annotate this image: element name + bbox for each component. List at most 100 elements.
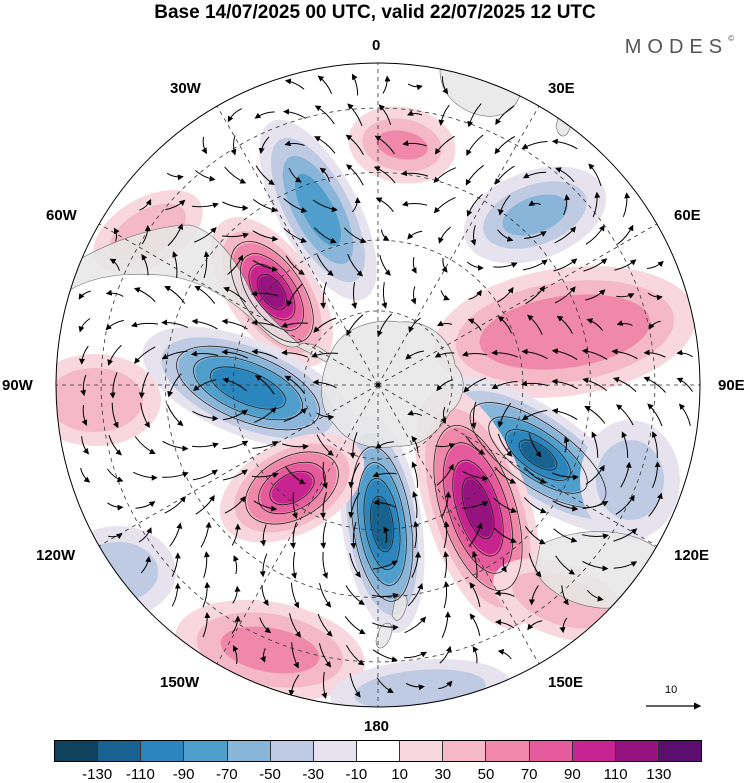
- wind-arrow: [283, 227, 308, 244]
- wind-arrow: [494, 589, 515, 597]
- wind-arrow: [554, 226, 577, 244]
- wind-arrow: [552, 500, 579, 512]
- wind-arrow: [372, 649, 398, 663]
- wind-arrow: [254, 111, 275, 119]
- wind-arrow: [140, 556, 152, 574]
- lon-label-30e: 30E: [548, 80, 575, 97]
- wind-arrow: [588, 163, 602, 187]
- lon-label-180: 180: [364, 718, 390, 735]
- wind-arrow: [436, 463, 454, 486]
- wind-arrow: [611, 348, 638, 360]
- wind-arrow: [498, 194, 511, 216]
- wind-arrow: [376, 677, 394, 693]
- wind-arrow: [553, 258, 578, 272]
- wind-arrow: [291, 492, 298, 519]
- wind-arrow: [202, 581, 211, 608]
- contour-line: [488, 416, 588, 494]
- wind-arrow: [469, 582, 481, 608]
- map-boundary: [55, 62, 701, 708]
- wind-arrow: [78, 318, 91, 333]
- wind-arrow: [221, 349, 248, 359]
- wind-arrow: [497, 402, 512, 428]
- graticule: [56, 63, 700, 707]
- colorbar-tick-label: 110: [603, 766, 628, 783]
- wind-arrow: [288, 167, 302, 183]
- wind-arrow: [252, 441, 279, 449]
- wind-arrow: [320, 281, 327, 309]
- wind-arrow: [527, 314, 543, 335]
- anomaly-contour-fill: [463, 479, 493, 537]
- wind-arrow: [139, 198, 152, 211]
- wind-arrow: [585, 289, 606, 301]
- wind-arrow: [167, 373, 182, 398]
- contour-line: [176, 345, 320, 431]
- wind-arrow: [561, 585, 569, 606]
- wind-arrow: [621, 431, 629, 458]
- wind-arrow: [373, 499, 397, 508]
- colorbar-box: [98, 741, 142, 761]
- colorbar-box: [141, 741, 185, 761]
- wind-arrow: [378, 104, 392, 126]
- wind-arrow: [552, 472, 579, 481]
- positive-anomaly: [348, 106, 456, 184]
- wind-arrow: [131, 321, 159, 328]
- meridian-line: [98, 223, 379, 386]
- wind-arrow: [133, 287, 156, 302]
- wind-arrow: [346, 164, 364, 186]
- wind-arrow: [405, 350, 425, 360]
- wind-arrow: [462, 470, 489, 482]
- wind-arrow: [321, 671, 328, 699]
- wind-arrow: [221, 232, 249, 239]
- wind-arrow: [465, 435, 486, 455]
- brand-text: MODES: [624, 36, 729, 58]
- wind-arrow: [347, 254, 364, 277]
- wind-arrow: [162, 440, 189, 452]
- wind-arrow: [403, 651, 427, 659]
- wind-arrow: [375, 441, 394, 449]
- contour-line: [433, 425, 523, 591]
- wind-arrow: [251, 348, 278, 360]
- colorbar-tick-label: 70: [520, 766, 538, 783]
- wind-arrow: [203, 551, 210, 579]
- wind-arrow: [413, 521, 420, 549]
- wind-arrow: [439, 645, 452, 664]
- colorbar-tick-label: -110: [125, 766, 155, 783]
- wind-arrow: [466, 193, 483, 217]
- wind-arrow: [651, 431, 658, 458]
- negative-anomaly: [463, 166, 607, 264]
- wind-arrow: [472, 551, 478, 578]
- wind-arrow: [313, 317, 337, 333]
- wind-arrow: [496, 286, 514, 303]
- wind-arrow: [491, 349, 518, 358]
- wind-arrow: [167, 223, 184, 247]
- wind-arrow: [401, 200, 428, 207]
- wind-arrow: [376, 313, 393, 337]
- wind-arrow: [462, 501, 489, 509]
- south-america-land: [69, 224, 301, 348]
- wind-arrow: [81, 436, 90, 455]
- wind-arrow: [346, 314, 364, 337]
- colorbar-box: [184, 741, 228, 761]
- wind-arrow: [108, 533, 123, 540]
- wind-arrow: [319, 491, 328, 519]
- wind-arrow: [554, 286, 576, 304]
- wind-arrow: [345, 585, 365, 605]
- wind-arrow: [80, 374, 87, 397]
- wind-arrow: [582, 501, 609, 509]
- wind-arrow: [134, 346, 156, 364]
- wind-arrow: [191, 318, 218, 330]
- wind-arrow: [676, 377, 693, 392]
- wind-arrow: [223, 286, 247, 303]
- wind-arrow: [522, 259, 548, 271]
- contour-line: [245, 451, 339, 525]
- wind-arrow: [259, 617, 272, 634]
- lon-label-90w: 90W: [2, 377, 33, 394]
- wind-arrow: [141, 253, 149, 276]
- wind-arrow: [411, 256, 417, 274]
- contour-lines: [176, 241, 607, 602]
- wind-arrow: [191, 350, 219, 357]
- wind-arrow: [382, 75, 391, 94]
- wind-arrow: [314, 136, 336, 154]
- wind-arrow: [646, 260, 664, 269]
- wind-arrow: [314, 105, 335, 125]
